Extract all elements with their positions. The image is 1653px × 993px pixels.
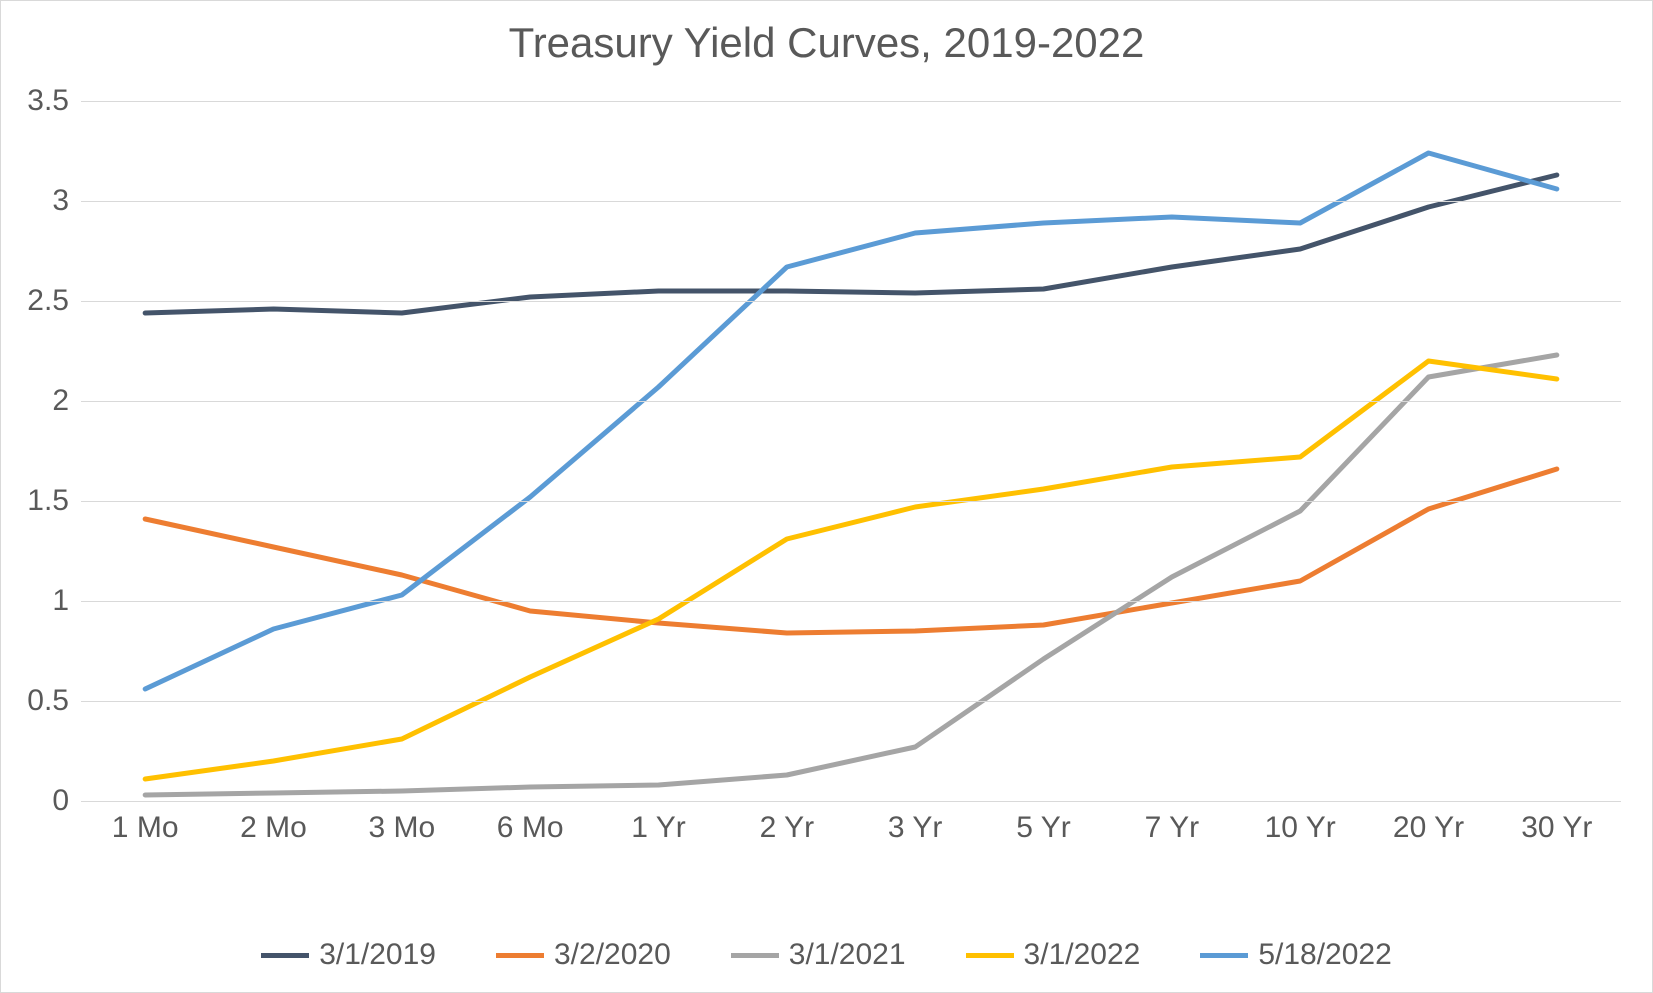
- gridline: [81, 701, 1621, 702]
- x-axis-tick-label: 3 Yr: [888, 801, 942, 845]
- gridline: [81, 601, 1621, 602]
- x-axis-tick-label: 20 Yr: [1393, 801, 1464, 845]
- legend-item: 3/1/2022: [966, 938, 1141, 972]
- legend-swatch: [966, 953, 1014, 958]
- gridline: [81, 801, 1621, 802]
- x-axis-tick-label: 2 Yr: [760, 801, 814, 845]
- legend-label: 5/18/2022: [1258, 938, 1391, 972]
- legend-label: 3/1/2022: [1024, 938, 1141, 972]
- gridline: [81, 301, 1621, 302]
- chart-lines-svg: [81, 101, 1621, 801]
- x-axis-tick-label: 6 Mo: [497, 801, 564, 845]
- legend-swatch: [1200, 953, 1248, 958]
- legend-item: 3/1/2021: [731, 938, 906, 972]
- series-line: [145, 361, 1557, 779]
- gridline: [81, 401, 1621, 402]
- plot-area: 00.511.522.533.51 Mo2 Mo3 Mo6 Mo1 Yr2 Yr…: [81, 101, 1621, 801]
- chart-title: Treasury Yield Curves, 2019-2022: [1, 19, 1652, 67]
- gridline: [81, 201, 1621, 202]
- legend-label: 3/1/2021: [789, 938, 906, 972]
- y-axis-tick-label: 3: [52, 184, 81, 218]
- x-axis-tick-label: 10 Yr: [1265, 801, 1336, 845]
- y-axis-tick-label: 1.5: [27, 484, 81, 518]
- y-axis-tick-label: 2: [52, 384, 81, 418]
- x-axis-tick-label: 5 Yr: [1016, 801, 1070, 845]
- legend-label: 3/2/2020: [554, 938, 671, 972]
- legend-label: 3/1/2019: [319, 938, 436, 972]
- x-axis-tick-label: 1 Yr: [631, 801, 685, 845]
- legend-item: 3/2/2020: [496, 938, 671, 972]
- legend-item: 3/1/2019: [261, 938, 436, 972]
- y-axis-tick-label: 1: [52, 584, 81, 618]
- x-axis-tick-label: 2 Mo: [240, 801, 307, 845]
- x-axis-tick-label: 7 Yr: [1145, 801, 1199, 845]
- y-axis-tick-label: 0: [52, 784, 81, 818]
- x-axis-tick-label: 1 Mo: [112, 801, 179, 845]
- legend-swatch: [261, 953, 309, 958]
- x-axis-tick-label: 30 Yr: [1521, 801, 1592, 845]
- legend-item: 5/18/2022: [1200, 938, 1391, 972]
- legend-swatch: [496, 953, 544, 958]
- x-axis-tick-label: 3 Mo: [368, 801, 435, 845]
- legend: 3/1/2019 3/2/2020 3/1/2021 3/1/2022 5/18/202…: [1, 938, 1652, 972]
- y-axis-tick-label: 0.5: [27, 684, 81, 718]
- legend-swatch: [731, 953, 779, 958]
- gridline: [81, 101, 1621, 102]
- gridline: [81, 501, 1621, 502]
- chart-container: Treasury Yield Curves, 2019-2022 00.511.…: [0, 0, 1653, 993]
- y-axis-tick-label: 3.5: [27, 84, 81, 118]
- y-axis-tick-label: 2.5: [27, 284, 81, 318]
